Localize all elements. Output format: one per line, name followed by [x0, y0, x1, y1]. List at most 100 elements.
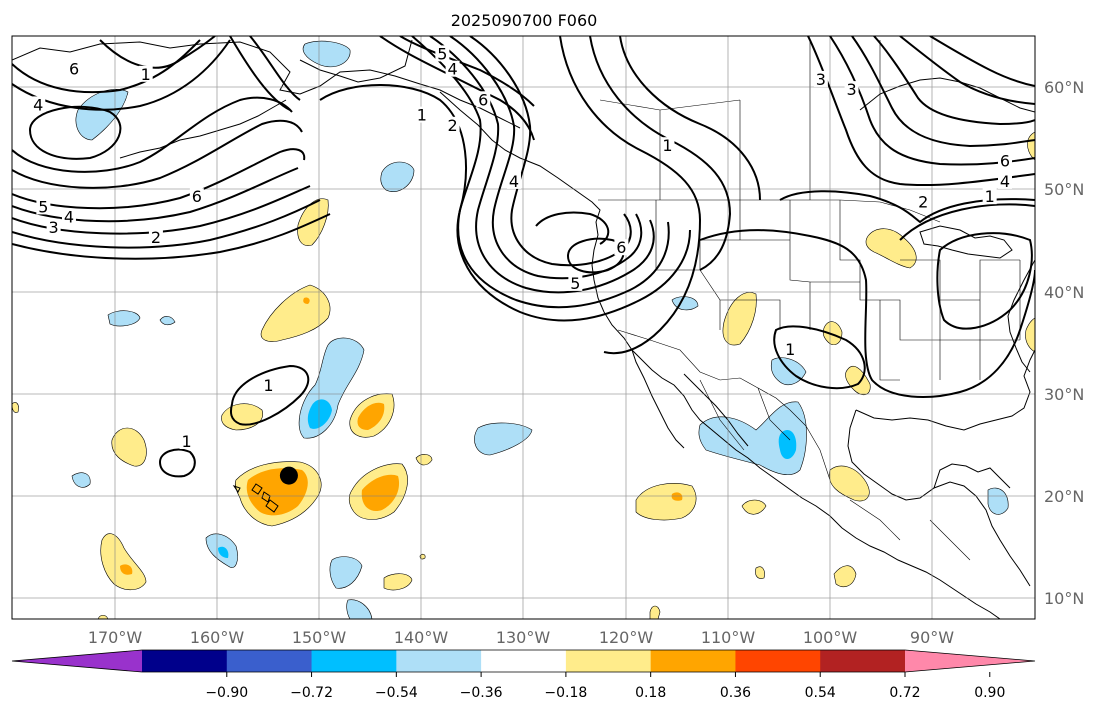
lat-tick-label: 50°N	[1044, 180, 1084, 199]
anomaly-region	[865, 228, 917, 269]
gridlines	[12, 36, 1035, 619]
contour-label: 2	[151, 228, 161, 247]
coastline-hudson	[859, 77, 1035, 113]
contour-line	[158, 448, 196, 478]
anomaly-region	[12, 402, 19, 413]
contour-line	[559, 36, 702, 355]
coastline-alaska-north	[299, 39, 413, 83]
lat-tick-label: 40°N	[1044, 283, 1084, 302]
latitude-labels: 10°N 20°N 30°N 40°N 50°N 60°N	[1044, 78, 1084, 608]
colorbar-tick-label: 0.36	[720, 685, 751, 701]
contour-line	[899, 36, 1035, 105]
anomaly-region	[100, 533, 147, 591]
contour-line	[399, 36, 535, 107]
lon-tick-label: 100°W	[803, 628, 858, 647]
longitude-labels: 170°W 160°W 150°W 140°W 130°W 120°W 110°…	[88, 628, 954, 647]
lon-tick-label: 110°W	[701, 628, 756, 647]
contour-line	[99, 36, 216, 69]
lat-tick-label: 20°N	[1044, 487, 1084, 506]
contour-label-bg	[189, 188, 204, 205]
anomaly-region	[415, 454, 433, 466]
anomaly-region	[698, 401, 807, 475]
anomaly-region	[357, 402, 385, 430]
hawaii-islands	[232, 483, 279, 513]
contour-label-bg	[46, 218, 61, 235]
anomaly-region	[829, 465, 870, 502]
contour-line	[12, 167, 299, 223]
contour-line	[851, 36, 1035, 148]
colorbar-tick-label: 0.72	[889, 685, 920, 701]
contour-label-bg	[445, 116, 460, 133]
us-mexico-border	[617, 329, 807, 427]
anomaly-region	[722, 292, 757, 346]
anomaly-region	[260, 284, 331, 342]
contour-line	[12, 199, 321, 249]
map-frame	[11, 35, 1036, 620]
lon-tick-label: 120°W	[599, 628, 654, 647]
colorbar-tick-label: −0.18	[544, 685, 587, 701]
colorbar-bin	[396, 650, 482, 672]
anomaly-region	[649, 605, 661, 619]
colorbar-tick-label: −0.36	[460, 685, 503, 701]
contour-label: 1	[141, 65, 151, 84]
contour-label: 2	[918, 192, 928, 211]
anomaly-region	[302, 40, 351, 68]
anomaly-region	[329, 556, 363, 589]
colorbar-extend-high	[905, 650, 1035, 672]
lat-tick-label: 10°N	[1044, 589, 1084, 608]
contour-label: 3	[846, 80, 856, 99]
anomaly-region	[741, 499, 767, 515]
lat-tick-label: 60°N	[1044, 78, 1084, 97]
lon-tick-label: 170°W	[88, 628, 143, 647]
lon-tick-label: 160°W	[190, 628, 245, 647]
map-background	[12, 36, 1035, 619]
anomaly-region	[1025, 317, 1035, 353]
contour-label-bg	[998, 152, 1013, 169]
colorbar-bin	[226, 650, 313, 672]
contour-line	[535, 211, 610, 245]
contour-label: 5	[437, 44, 447, 63]
coastline-yucatan	[933, 463, 1011, 489]
contour-line	[429, 36, 655, 294]
contour-label-bg	[445, 60, 460, 77]
contour-label-bg	[261, 376, 276, 393]
anomaly-region	[987, 487, 1009, 515]
lat-tick-label: 30°N	[1044, 385, 1084, 404]
lon-tick-label: 90°W	[910, 628, 954, 647]
coastline-east	[1007, 259, 1035, 373]
anomaly-region	[778, 430, 797, 459]
colorbar-outline	[11, 649, 1036, 673]
contour-label-bg	[148, 229, 163, 245]
contour-line	[249, 36, 301, 101]
contour-line	[411, 36, 670, 309]
contour-line	[929, 36, 1035, 87]
contour-line	[12, 96, 293, 173]
colorbar: −0.90 −0.72 −0.54 −0.36 −0.18 0.18 0.36 0.54 0.7…	[11, 649, 1036, 701]
anomaly-region	[307, 399, 332, 429]
anomaly-region	[833, 565, 857, 587]
contour-label-bg	[476, 91, 491, 108]
anomaly-region	[361, 474, 400, 512]
contour-line	[12, 213, 331, 260]
contour-label-bg	[998, 172, 1013, 189]
coastline-mexico-gulf	[683, 373, 749, 447]
contour-line	[936, 232, 1033, 330]
coastline-california	[603, 311, 1001, 619]
contour-label: 1	[417, 106, 427, 125]
coastline-bc	[439, 91, 605, 313]
colorbar-bin	[481, 650, 567, 672]
contour-line	[319, 84, 691, 322]
contour-label-bg	[844, 81, 859, 98]
colorbar-extend-low	[12, 650, 142, 672]
contour-line	[589, 36, 732, 271]
contour-label-bg	[414, 106, 429, 123]
anomaly-region	[755, 566, 765, 579]
contour-label-bg	[138, 65, 153, 82]
colorbar-tick-label: 0.54	[805, 685, 836, 701]
lon-tick-label: 150°W	[292, 628, 347, 647]
lon-tick-label: 130°W	[496, 628, 551, 647]
